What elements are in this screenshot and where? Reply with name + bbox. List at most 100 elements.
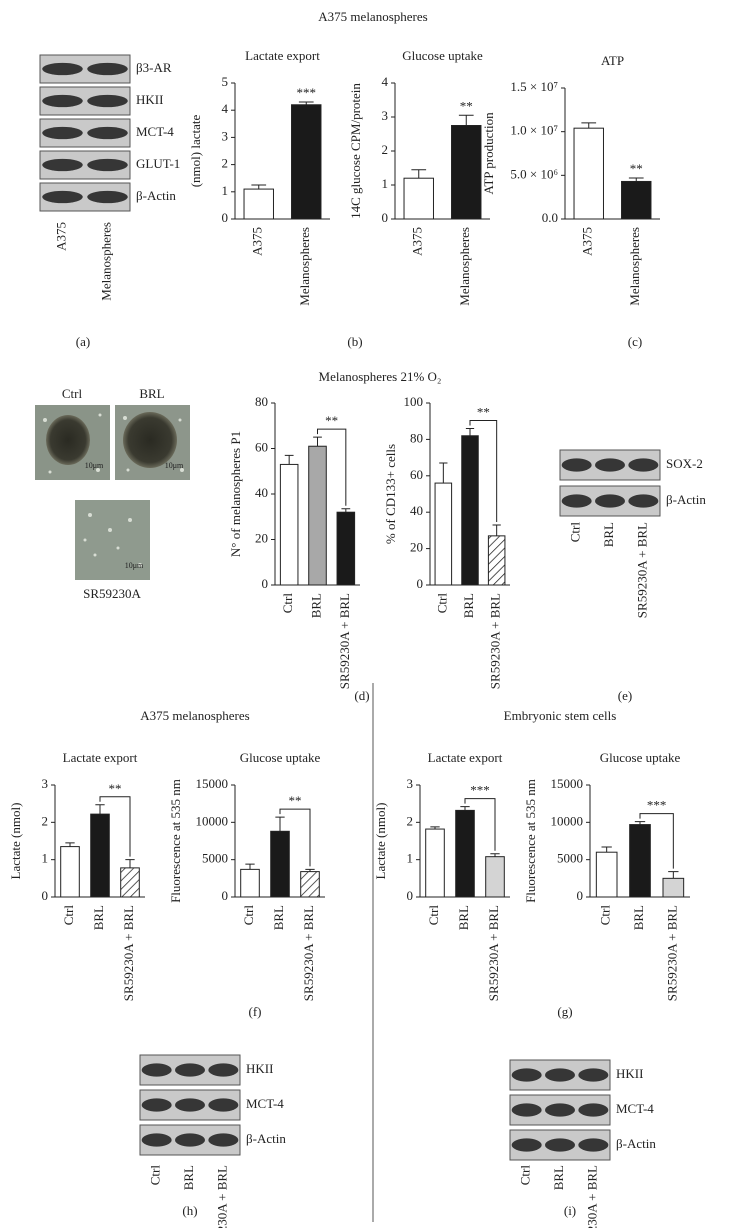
significance: ** (325, 413, 338, 428)
bar (403, 177, 434, 220)
bar (240, 868, 260, 898)
error-bar (298, 101, 314, 105)
x-tick-label: Melanospheres (627, 227, 642, 306)
blot-band (175, 1098, 205, 1112)
panel-label: (c) (628, 334, 642, 349)
panel-label: (d) (354, 688, 369, 703)
y-tick-label: 2 (382, 142, 389, 157)
band-label: β-Actin (246, 1131, 286, 1146)
y-tick-label: 80 (255, 394, 268, 409)
bar (451, 125, 482, 220)
band-label: HKII (136, 92, 163, 107)
x-tick-label: Ctrl (598, 905, 613, 926)
micrograph-label: BRL (139, 386, 164, 401)
significance: ** (477, 404, 490, 419)
y-tick-label: 2 (42, 813, 49, 828)
x-tick-label: BRL (631, 905, 646, 930)
x-tick-label: Melanospheres (297, 227, 312, 306)
significance-bracket (464, 798, 496, 851)
y-tick-label: 1 (407, 851, 414, 866)
scale-label: 10μm (85, 461, 104, 470)
chart-title: Lactate export (245, 48, 320, 63)
error-bar (305, 868, 315, 872)
y-tick-label: 15000 (551, 776, 584, 791)
bar (60, 846, 80, 898)
lane-label: SR59230A + BRL (634, 522, 649, 618)
error-bar (634, 821, 646, 825)
significance-bracket (279, 808, 311, 867)
y-tick-label: 100 (404, 394, 424, 409)
blot-band (578, 1138, 609, 1152)
significance: ** (289, 793, 302, 808)
bar (455, 809, 475, 898)
error-bar (65, 842, 75, 847)
band-label: β-Actin (136, 188, 176, 203)
blot-band (511, 1138, 542, 1152)
y-tick-label: 2 (407, 813, 414, 828)
y-tick-label: 80 (410, 430, 423, 445)
panel-label: (f) (249, 1004, 262, 1019)
error-bar (313, 436, 322, 447)
blot-band (87, 190, 128, 204)
blot-band (42, 94, 83, 108)
lane-label: Melanospheres (98, 222, 113, 301)
y-tick-label: 40 (410, 503, 423, 518)
y-tick-label: 0 (222, 210, 229, 225)
blot-band (511, 1068, 542, 1082)
blot-band (87, 94, 128, 108)
band-label: GLUT-1 (136, 156, 180, 171)
chart-title: ATP (601, 53, 624, 68)
blot-band (87, 158, 128, 172)
y-tick-label: 40 (255, 485, 268, 500)
lane-label: BRL (601, 522, 616, 547)
y-tick-label: 3 (382, 108, 389, 123)
error-bar (245, 863, 255, 870)
panel-label: (g) (557, 1004, 572, 1019)
y-tick-label: 1 (42, 851, 49, 866)
blot-band (595, 458, 625, 472)
y-axis-label: Fluorescence at 535 nm (168, 779, 183, 903)
y-tick-label: 20 (255, 530, 268, 545)
blot-band (42, 126, 83, 140)
blot-band (208, 1098, 239, 1112)
y-tick-label: 10000 (196, 813, 229, 828)
lane-label: A375 (53, 222, 68, 251)
micrographs (35, 405, 190, 580)
y-axis-label: 14C glucose CPM/protein (348, 83, 363, 219)
y-tick-label: 0.0 (542, 210, 558, 225)
band-label: HKII (246, 1061, 273, 1076)
scale-label: 10μm (165, 461, 184, 470)
band-label: β-Actin (616, 1136, 656, 1151)
bar (243, 188, 274, 220)
blot-band (511, 1103, 542, 1117)
chart-title: Glucose uptake (240, 750, 321, 765)
blot-band (141, 1133, 172, 1147)
x-tick-label: SR59230A + BRL (121, 905, 136, 1001)
figure-title: A375 melanospheres (318, 9, 427, 24)
error-bar (458, 114, 474, 126)
y-tick-label: 5000 (557, 851, 583, 866)
y-tick-label: 3 (222, 128, 229, 143)
bar (279, 463, 299, 586)
error-bar (95, 804, 105, 815)
chart-title: Lactate export (428, 750, 503, 765)
cells (43, 413, 184, 567)
x-tick-label: SR59230A + BRL (337, 593, 352, 689)
micrograph-label: Ctrl (62, 386, 83, 401)
y-tick-label: 0 (407, 888, 414, 903)
y-tick-label: 4 (222, 101, 229, 116)
chart-title: Glucose uptake (402, 48, 483, 63)
bar (120, 867, 140, 898)
section-title: Melanospheres 21% O₂ (319, 369, 442, 384)
y-axis-label: % of CD133+ cells (383, 444, 398, 544)
bar (621, 180, 652, 220)
bar (300, 871, 320, 898)
lane-label: SR59230A + BRL (214, 1165, 229, 1228)
lane-label: Ctrl (148, 1165, 163, 1186)
x-tick-label: SR59230A + BRL (664, 905, 679, 1001)
y-tick-label: 0 (222, 888, 229, 903)
y-axis-label: Lactate (nmol) (373, 803, 388, 880)
error-bar (411, 169, 427, 179)
y-tick-label: 1 (222, 183, 229, 198)
